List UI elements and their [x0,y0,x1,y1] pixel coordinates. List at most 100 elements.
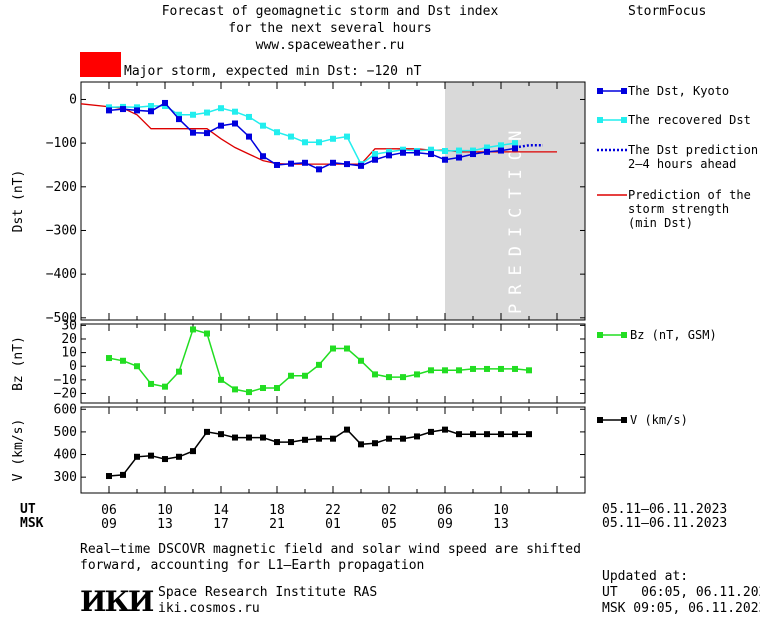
dst-kyoto-point [162,99,168,106]
bz-point [302,372,308,379]
solar-wind-speed-point [218,431,224,438]
y-tick-label: −400 [46,267,77,282]
dst-kyoto-point [400,149,406,156]
solar-wind-speed-point [190,448,196,455]
prediction-band [445,82,585,320]
solar-wind-speed-point [120,471,126,478]
y-tick-label: −200 [46,180,77,195]
recovered-dst-point [372,151,378,158]
dst-kyoto-point [260,153,266,160]
bz-point [330,345,336,352]
bz-point [232,386,238,393]
bz-point [288,372,294,379]
msk-tick-label: 13 [493,517,509,532]
solar-wind-speed-point [302,436,308,443]
dst-kyoto-point [456,154,462,161]
solar-wind-speed-point [106,473,112,480]
solar-wind-speed-point [470,431,476,438]
institute-site-link[interactable]: iki.cosmos.ru [158,601,260,616]
y-tick-label: −20 [54,386,77,401]
bz-legend-marker [597,332,603,338]
institute-name: Space Research Institute RAS [158,585,378,600]
recovered-dst-point [218,105,224,112]
dst-kyoto-point [470,151,476,158]
y-axis-label: Bz (nT) [11,336,26,391]
storm-status-swatch [80,52,121,77]
updated-msk: MSK 09:05, 06.11.2023 [602,601,760,616]
y-tick-label: 20 [61,332,77,347]
bz-point [274,385,280,392]
ut-tick-label: 14 [213,503,229,518]
solar-wind-speed-point [498,431,504,438]
prediction-band-label: PREDICTION [506,122,526,314]
bz-line [108,328,530,393]
solar-wind-speed-point [442,426,448,433]
y-tick-label: 300 [54,470,77,485]
recovered-dst-point [190,111,196,118]
msk-tick-label: 21 [269,517,285,532]
updated-ut: UT 06:05, 06.11.2023 [602,585,760,600]
bz-point [400,374,406,381]
bz-point [246,389,252,396]
recovered-dst-point [442,147,448,154]
solar-wind-speed-legend-marker [621,417,627,423]
solar-wind-speed-point [134,453,140,460]
bz-point [470,365,476,372]
dst-kyoto-legend-marker [597,88,603,94]
bz-point [344,345,350,352]
chart-title-line2: for the next several hours [228,21,432,36]
iki-logo: ИКИ [80,585,154,618]
y-tick-label: 500 [54,425,77,440]
recovered-dst-point [162,103,168,110]
solar-wind-speed-point [148,452,154,459]
ut-tick-label: 02 [381,503,397,518]
dst-kyoto-point [442,156,448,163]
recovered-dst-point [260,122,266,129]
recovered-dst-point [232,108,238,115]
solar-wind-speed-legend-marker [597,417,603,423]
dst-kyoto-point [274,161,280,168]
dst-kyoto-point [134,107,140,114]
legend-storm-label-2: storm strength [628,202,730,216]
msk-tick-label: 05 [381,517,397,532]
bz-point [162,383,168,390]
dst-kyoto-point [498,147,504,154]
recovered-dst-point [386,148,392,155]
legend-v-label: V (km/s) [630,413,688,427]
y-axis-label: V (km/s) [11,419,26,482]
solar-wind-speed-point [316,435,322,442]
legend-recovered-dst-label: The recovered Dst [628,113,751,127]
msk-tick-label: 09 [437,517,453,532]
recovered-dst-point [274,129,280,136]
bz-point [386,374,392,381]
dst-kyoto-point [204,130,210,137]
dst-kyoto-point [344,161,350,168]
bz-point [526,367,532,374]
bz-point [190,326,196,333]
dst-kyoto-point [106,107,112,114]
recovered-dst-legend-marker [621,117,627,123]
bz-point [456,367,462,374]
solar-wind-speed-point [260,434,266,441]
dst-kyoto-point [232,120,238,127]
date-range-ut: 05.11–06.11.2023 [602,502,728,517]
y-tick-label: 400 [54,448,77,463]
bz-point [120,357,126,364]
y-tick-label: 0 [69,92,77,107]
y-axis-label: Dst (nT) [11,170,26,233]
bz-point [498,365,504,372]
bz-point [442,367,448,374]
dst-kyoto-point [316,166,322,173]
recovered-dst-point [302,139,308,146]
solar-wind-speed-point [484,431,490,438]
y-tick-label: 10 [61,346,77,361]
storm-status-label: Major storm, expected min Dst: −120 nT [124,64,422,79]
dst-kyoto-point [148,108,154,115]
bz-point [134,363,140,370]
dst-kyoto-legend-marker [621,88,627,94]
site-url[interactable]: www.spaceweather.ru [255,38,405,53]
bz-point [358,357,364,364]
dst-kyoto-point [428,151,434,158]
recovered-dst-legend-marker [597,117,603,123]
solar-wind-speed-point [400,435,406,442]
